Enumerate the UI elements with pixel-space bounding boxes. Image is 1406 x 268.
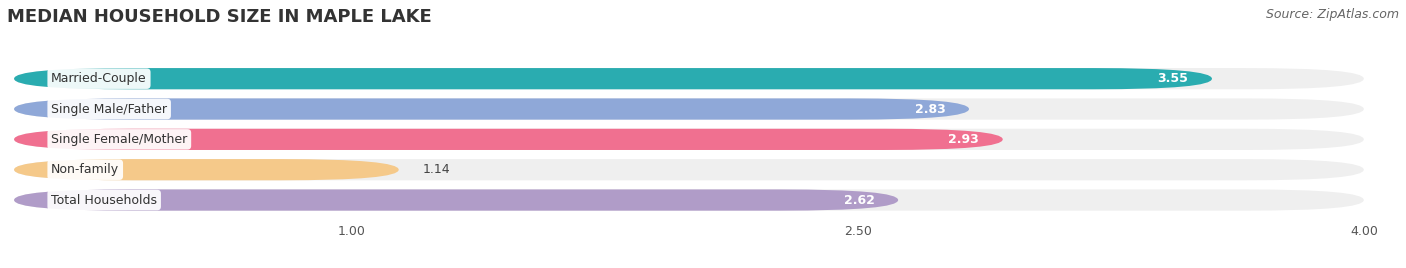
Text: Source: ZipAtlas.com: Source: ZipAtlas.com	[1265, 8, 1399, 21]
FancyBboxPatch shape	[14, 189, 1364, 211]
FancyBboxPatch shape	[14, 68, 1364, 89]
FancyBboxPatch shape	[14, 159, 1364, 180]
FancyBboxPatch shape	[14, 98, 969, 120]
FancyBboxPatch shape	[14, 159, 399, 180]
Text: 2.62: 2.62	[844, 193, 875, 207]
Text: 2.93: 2.93	[949, 133, 979, 146]
FancyBboxPatch shape	[14, 129, 1364, 150]
Text: Single Male/Father: Single Male/Father	[51, 103, 167, 116]
FancyBboxPatch shape	[14, 98, 1364, 120]
Text: Total Households: Total Households	[51, 193, 157, 207]
FancyBboxPatch shape	[14, 129, 1002, 150]
Text: 1.14: 1.14	[422, 163, 450, 176]
FancyBboxPatch shape	[14, 189, 898, 211]
Text: Non-family: Non-family	[51, 163, 120, 176]
Text: 2.83: 2.83	[915, 103, 945, 116]
Text: Married-Couple: Married-Couple	[51, 72, 146, 85]
FancyBboxPatch shape	[14, 68, 1212, 89]
Text: MEDIAN HOUSEHOLD SIZE IN MAPLE LAKE: MEDIAN HOUSEHOLD SIZE IN MAPLE LAKE	[7, 8, 432, 26]
Text: Single Female/Mother: Single Female/Mother	[51, 133, 187, 146]
Text: 3.55: 3.55	[1157, 72, 1188, 85]
